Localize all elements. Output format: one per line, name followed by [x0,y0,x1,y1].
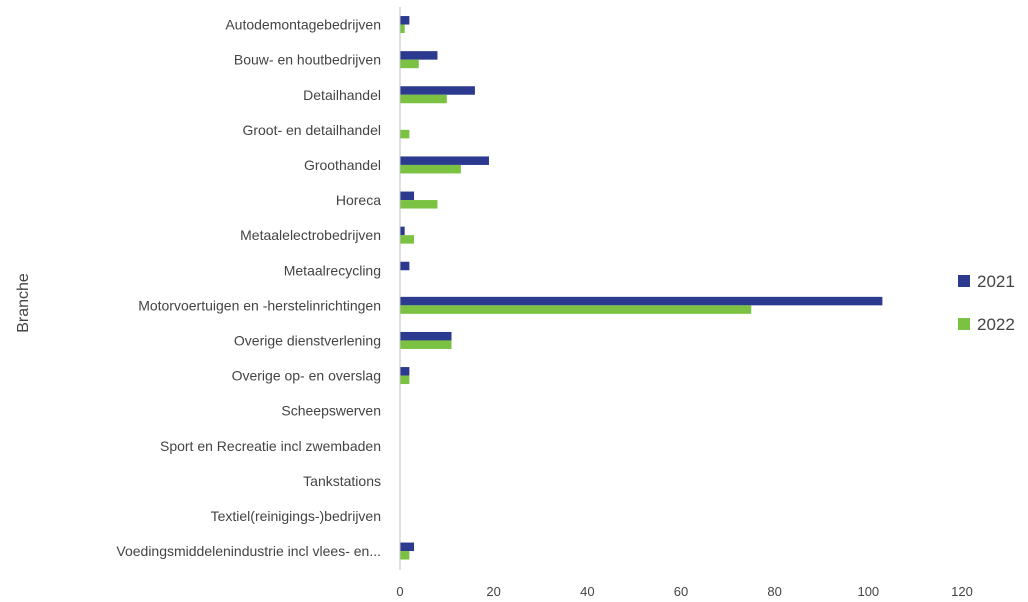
category-label: Overige op- en overslag [232,368,381,384]
bar-2021-7 [400,226,405,236]
x-tick-label: 20 [486,584,500,599]
bar-2021-3 [400,86,475,95]
legend-label-2021: 2021 [977,272,1015,291]
category-label: Textiel(reinigings-)bedrijven [211,508,381,524]
bar-2022-16 [400,551,410,560]
category-label: Voedingsmiddelenindustrie incl vlees- en… [116,543,381,559]
category-labels: Autodemontagebedrijven Bouw- en houtbedri… [116,17,381,559]
legend-label-2022: 2022 [977,315,1015,334]
category-label: Bouw- en houtbedrijven [234,52,381,68]
category-label: Overige dienstverlening [234,332,381,348]
bar-2021-6 [400,191,415,201]
bar-2021-10 [400,331,452,341]
category-label: Metaalrecycling [284,262,381,278]
bar-2022-4 [400,129,410,139]
bar-2022-2 [400,59,419,69]
bar-2022-7 [400,235,415,244]
bar-2021-1 [400,16,410,25]
x-tick-label: 80 [767,584,781,599]
category-label: Tankstations [303,473,381,489]
bar-2022-9 [400,305,752,314]
bar-2021-11 [400,367,410,376]
bar-2022-5 [400,164,461,174]
category-label: Horeca [336,192,381,208]
category-label: Detailhandel [303,87,381,103]
x-tick-label: 100 [857,584,879,599]
category-label: Sport en Recreatie incl zwembaden [160,438,381,454]
category-label: Groot- en detailhandel [242,122,381,138]
bar-2021-2 [400,51,438,60]
bar-2021-9 [400,296,883,306]
category-label: Autodemontagebedrijven [225,17,381,33]
x-tick-label: 0 [396,584,403,599]
legend-swatch-2022 [958,318,970,330]
category-label: Scheepswerven [281,403,381,419]
bar-2022-1 [400,24,405,34]
bar-2022-6 [400,200,438,209]
category-label: Metaalelectrobedrijven [240,227,381,243]
bar-2022-11 [400,375,410,385]
legend-swatch-2021 [958,275,970,287]
bar-2021-8 [400,261,410,271]
y-axis-title: Branche [15,273,32,333]
bar-2022-10 [400,340,452,349]
x-tick-labels: 0 20 40 60 80 100 120 [396,584,972,599]
x-tick-label: 120 [951,584,973,599]
legend: 2021 2022 [958,272,1015,334]
category-label: Groothandel [304,157,381,173]
x-tick-label: 60 [674,584,688,599]
bar-2021-5 [400,156,489,165]
bars-group [400,16,883,560]
bar-2021-16 [400,542,415,552]
category-label: Motorvoertuigen en -herstelinrichtingen [138,297,381,313]
bar-2022-3 [400,94,447,104]
x-tick-label: 40 [580,584,594,599]
